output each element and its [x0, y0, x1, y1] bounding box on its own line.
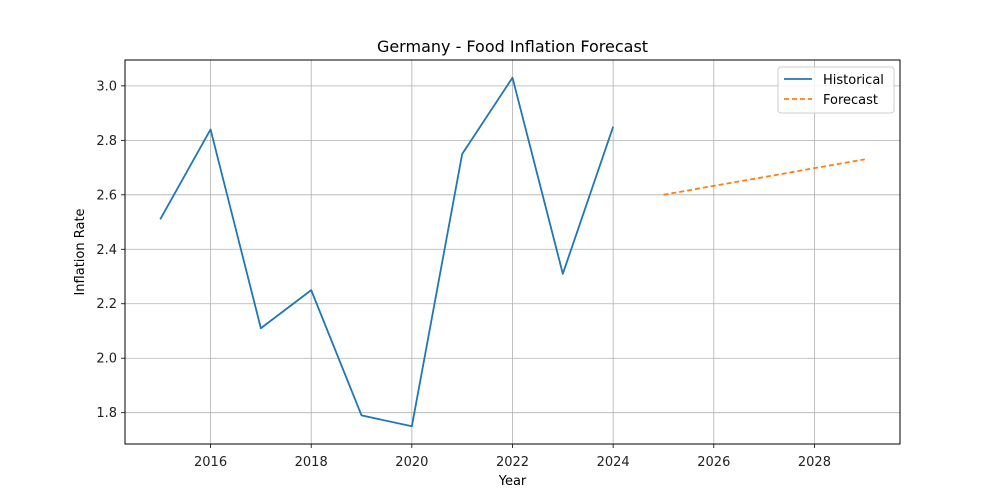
y-tick-label: 2.6: [96, 188, 117, 203]
legend: Historical Forecast: [777, 66, 895, 114]
y-tick-label: 2.2: [96, 297, 117, 312]
x-tick-label: 2028: [798, 455, 831, 470]
y-axis-label: Inflation Rate: [73, 208, 88, 295]
series-layer: [159, 76, 865, 428]
x-axis-label: Year: [498, 474, 527, 489]
x-tick-label: 2026: [697, 455, 730, 470]
y-tick-label: 2.4: [96, 243, 117, 258]
chart-title: Germany - Food Inflation Forecast: [377, 37, 648, 56]
grid-layer: [125, 60, 900, 444]
legend-label-forecast: Forecast: [823, 93, 878, 108]
x-tick-label: 2024: [597, 455, 630, 470]
y-tick-label: 3.0: [96, 79, 117, 94]
y-tick-label: 2.0: [96, 352, 117, 367]
legend-label-historical: Historical: [823, 73, 884, 88]
tick-layer: 2016 2018 2020 2022 2024 2026 2028 1.8 2.0 2.2 2.4…: [96, 79, 831, 470]
x-tick-label: 2020: [395, 455, 428, 470]
y-tick-label: 1.8: [96, 406, 117, 421]
x-tick-label: 2018: [295, 455, 328, 470]
x-tick-label: 2022: [496, 455, 529, 470]
series-line-forecast: [663, 158, 865, 196]
y-tick-label: 2.8: [96, 134, 117, 149]
series-line-historical: [159, 76, 615, 428]
x-tick-label: 2016: [194, 455, 227, 470]
